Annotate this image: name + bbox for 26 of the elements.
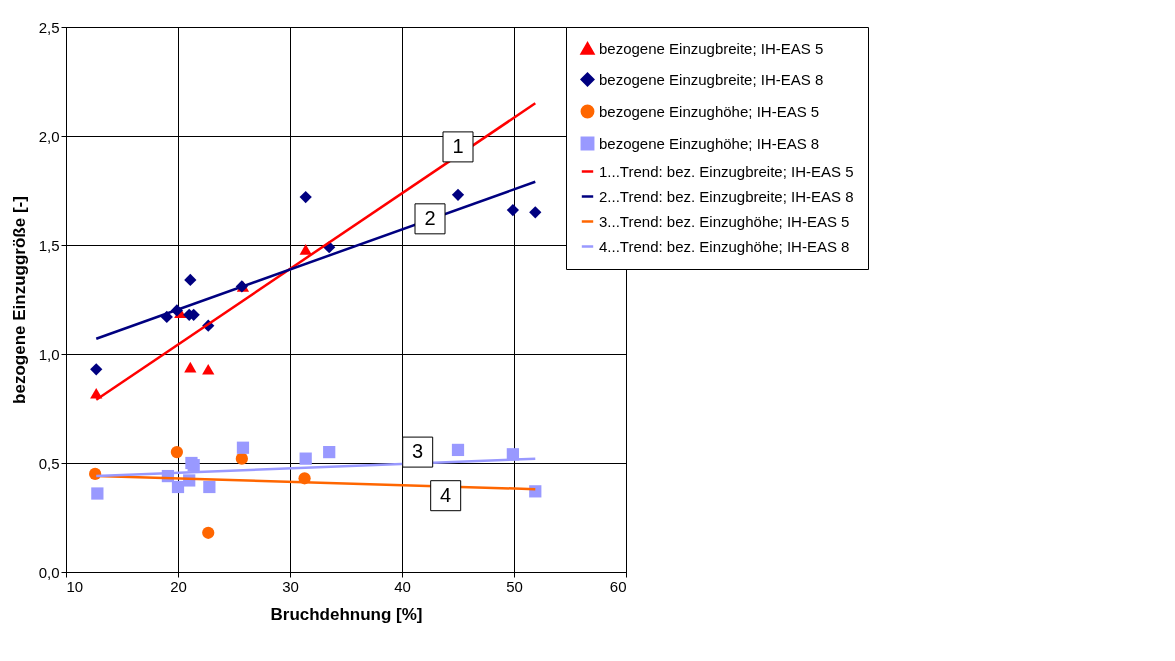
legend-label: 3...Trend: bez. Einzughöhe; IH-EAS 5	[599, 212, 850, 230]
legend-label: bezogene Einzughöhe; IH-EAS 5	[599, 102, 820, 120]
annotation: 2	[424, 206, 436, 229]
y-tick-label: 1,5	[38, 236, 60, 254]
x-axis-title: Bruchdehnung [%]	[270, 604, 423, 624]
x-tick-label: 20	[170, 577, 187, 595]
legend-label: 4...Trend: bez. Einzughöhe; IH-EAS 8	[599, 237, 850, 255]
y-tick-label: 2,5	[38, 18, 60, 36]
y-tick-label: 0,5	[38, 454, 60, 472]
x-tick-label: 30	[282, 577, 299, 595]
x-tick-label: 60	[609, 577, 627, 595]
legend-label: bezogene Einzugbreite; IH-EAS 5	[599, 39, 824, 57]
legend-label: bezogene Einzughöhe; IH-EAS 8	[599, 134, 820, 152]
y-tick-label: 0,0	[38, 563, 60, 581]
x-tick-label: 50	[506, 577, 523, 595]
y-axis-title: bezogene Einzuggröße [-]	[9, 196, 29, 404]
x-tick-label: 40	[394, 577, 411, 595]
y-tick-label: 1,0	[38, 345, 60, 363]
legend-label: bezogene Einzugbreite; IH-EAS 8	[599, 70, 824, 88]
y-tick-label: 2,0	[38, 127, 60, 145]
annotation: 3	[412, 440, 424, 463]
annotation: 4	[440, 483, 452, 506]
annotation: 1	[452, 134, 464, 157]
x-tick-label: 10	[66, 577, 84, 595]
legend-label: 2...Trend: bez. Einzugbreite; IH-EAS 8	[599, 187, 854, 205]
legend-label: 1...Trend: bez. Einzugbreite; IH-EAS 5	[599, 162, 854, 180]
